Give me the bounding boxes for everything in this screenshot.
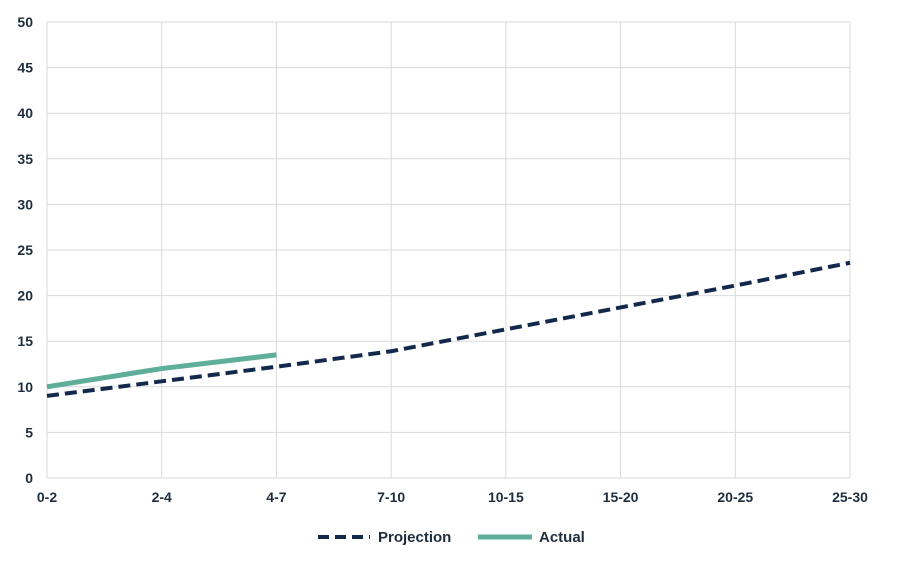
x-tick-label: 20-25	[717, 489, 753, 505]
y-tick-label: 5	[25, 424, 33, 440]
series-line-actual	[46, 352, 277, 390]
y-tick-label: 10	[17, 379, 33, 395]
series-lines	[46, 260, 851, 398]
legend: Projection Actual	[318, 529, 585, 546]
y-tick-label: 45	[17, 60, 33, 76]
x-tick-label: 25-30	[832, 489, 868, 505]
x-tick-label: 2-4	[152, 489, 172, 505]
x-axis-tick-labels: 0-2 2-4 4-7 7-10 10-15 15-20 20-25 25-30	[37, 489, 868, 505]
series-line-projection	[46, 260, 851, 398]
x-tick-label: 0-2	[37, 489, 57, 505]
y-tick-label: 35	[17, 151, 33, 167]
y-tick-label: 25	[17, 242, 33, 258]
y-tick-label: 50	[17, 14, 33, 30]
legend-label-projection: Projection	[378, 529, 451, 546]
y-tick-label: 15	[17, 333, 33, 349]
grid-lines	[46, 21, 851, 479]
y-axis-tick-labels: 0 5 10 15 20 25 30 35 40 45 50	[17, 14, 33, 486]
legend-label-actual: Actual	[539, 529, 585, 546]
x-tick-label: 7-10	[377, 489, 405, 505]
x-tick-label: 10-15	[488, 489, 524, 505]
x-tick-label: 4-7	[266, 489, 286, 505]
y-tick-label: 30	[17, 196, 33, 212]
y-tick-label: 20	[17, 288, 33, 304]
y-tick-label: 0	[25, 470, 33, 486]
x-tick-label: 15-20	[603, 489, 639, 505]
y-tick-label: 40	[17, 105, 33, 121]
